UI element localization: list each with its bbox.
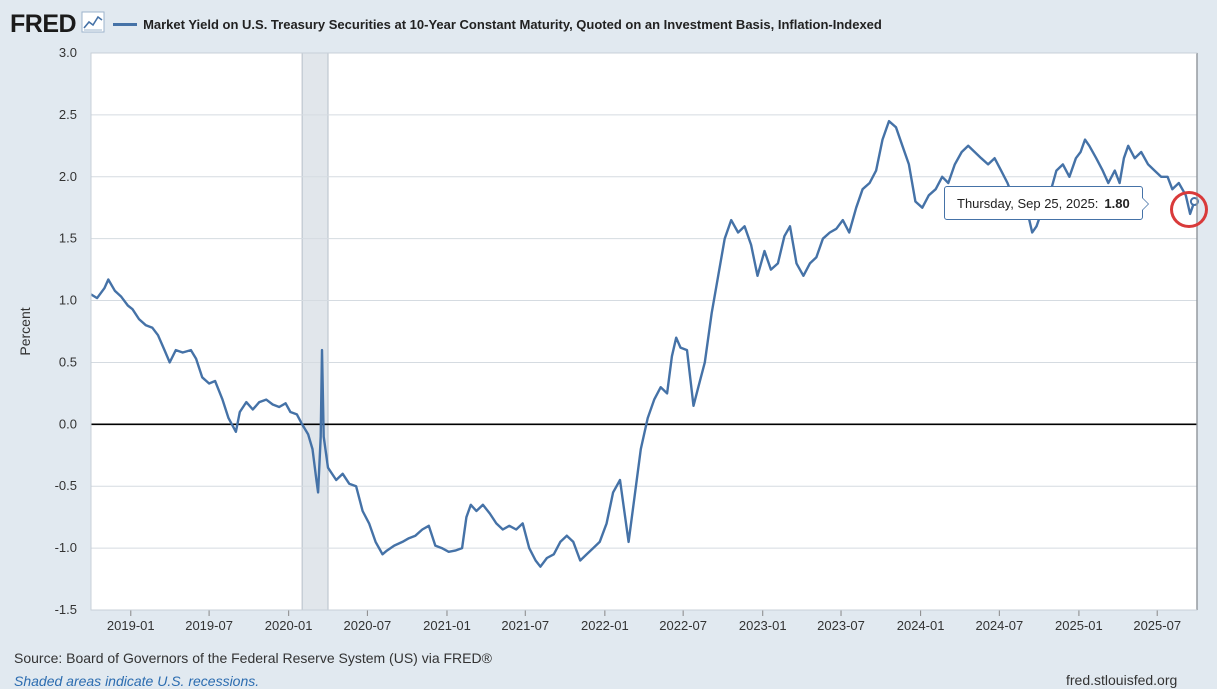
highlight-ring <box>1170 191 1208 228</box>
legend-swatch <box>113 22 138 26</box>
x-tick-label: 2023-07 <box>817 618 865 633</box>
plot-border <box>90 52 1198 611</box>
x-tick-label: 2021-01 <box>423 618 471 633</box>
x-tick-label: 2022-07 <box>659 618 707 633</box>
x-tick-label: 2020-07 <box>344 618 392 633</box>
x-tick-label: 2021-07 <box>501 618 549 633</box>
y-tick-label: 1.5 <box>59 231 77 246</box>
x-tick-label: 2023-01 <box>739 618 787 633</box>
x-tick-label: 2019-01 <box>107 618 155 633</box>
x-tick-label: 2022-01 <box>581 618 629 633</box>
y-tick-label: 0.5 <box>59 354 77 369</box>
recession-note-link[interactable]: Shaded areas indicate U.S. recessions. <box>14 673 260 689</box>
y-tick-label: 3.0 <box>59 45 77 60</box>
tooltip-arrow-inner <box>1141 198 1148 210</box>
tooltip-date: Thursday, Sep 25, 2025: <box>957 195 1099 211</box>
y-axis-title: Percent <box>17 307 33 355</box>
chart-header: FRED Market Yield on U.S. Treasury Secur… <box>10 8 882 40</box>
y-tick-label: 2.0 <box>59 169 77 184</box>
tooltip: Thursday, Sep 25, 2025: 1.80 <box>944 186 1149 220</box>
footer-url[interactable]: fred.stlouisfed.org <box>1066 672 1178 688</box>
series-title[interactable]: Market Yield on U.S. Treasury Securities… <box>143 16 882 32</box>
y-tick-label: -1.5 <box>55 602 77 617</box>
line-chart-icon[interactable] <box>81 11 105 38</box>
recession-shading <box>301 52 329 611</box>
plot-background <box>91 53 1197 610</box>
x-tick-label: 2020-01 <box>265 618 313 633</box>
x-tick-label: 2025-01 <box>1055 618 1103 633</box>
footer-source: Source: Board of Governors of the Federa… <box>14 650 492 666</box>
tooltip-value: 1.80 <box>1104 195 1130 211</box>
x-tick-label: 2025-07 <box>1133 618 1181 633</box>
y-tick-label: -1.0 <box>55 540 77 555</box>
x-tick-label: 2019-07 <box>185 618 233 633</box>
fred-logo[interactable]: FRED <box>10 9 77 38</box>
x-tick-label: 2024-01 <box>897 618 945 633</box>
y-tick-label: 2.5 <box>59 107 77 122</box>
y-tick-label: 0.0 <box>59 416 77 431</box>
y-tick-label: 1.0 <box>59 293 77 308</box>
x-tick-label: 2024-07 <box>975 618 1023 633</box>
y-tick-label: -0.5 <box>55 478 77 493</box>
